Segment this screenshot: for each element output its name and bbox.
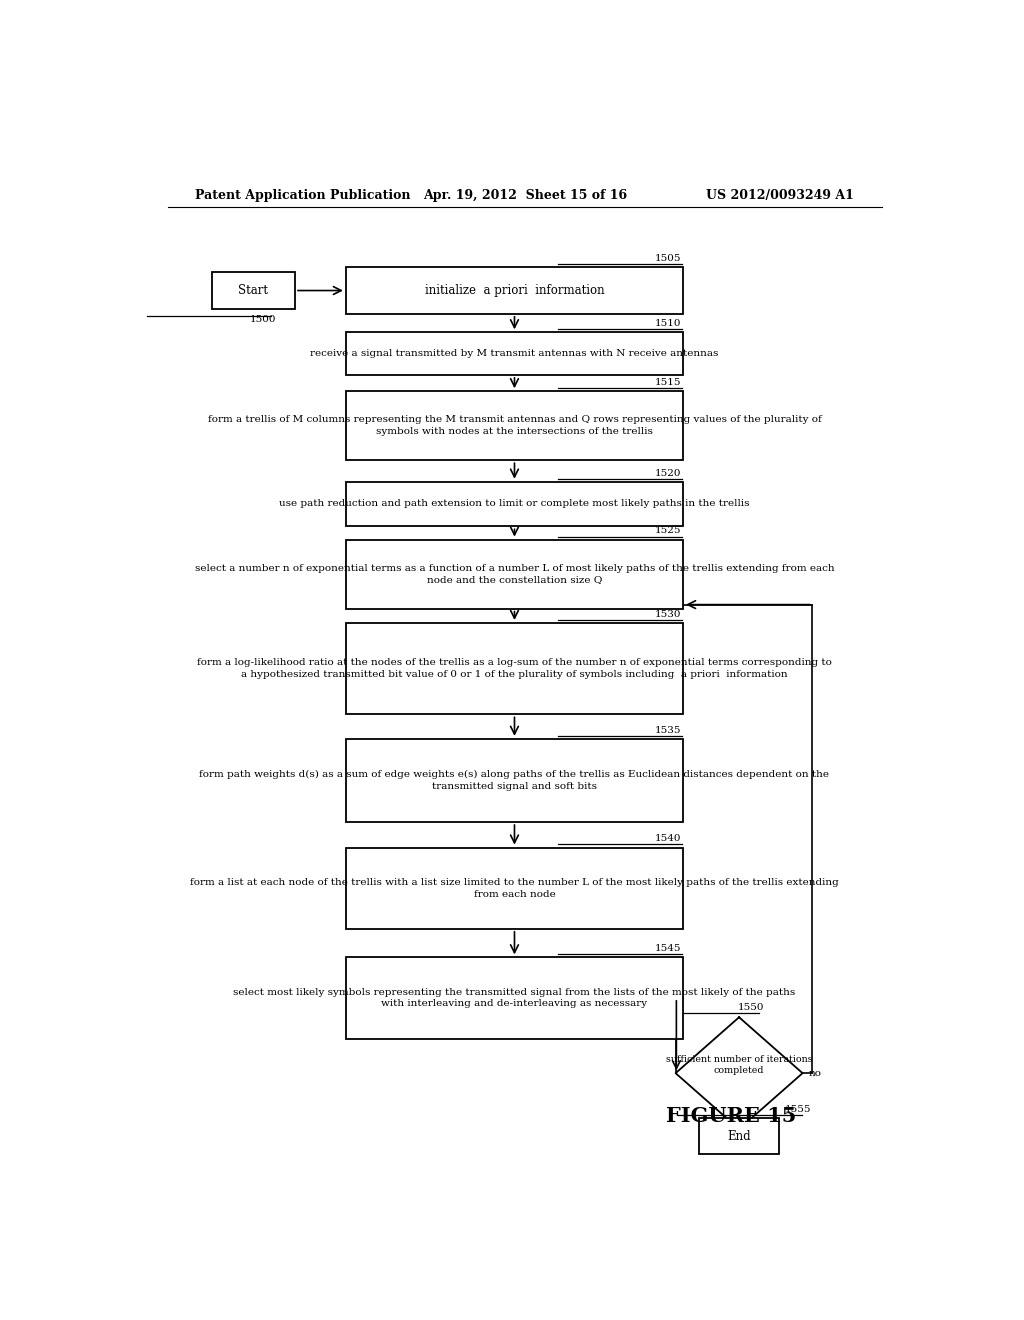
Text: form a log-likelihood ratio at the nodes of the trellis as a log-sum of the numb: form a log-likelihood ratio at the nodes… [197, 659, 831, 678]
FancyBboxPatch shape [346, 267, 683, 314]
Text: Patent Application Publication: Patent Application Publication [196, 189, 411, 202]
Text: Apr. 19, 2012  Sheet 15 of 16: Apr. 19, 2012 Sheet 15 of 16 [423, 189, 627, 202]
Text: 1535: 1535 [655, 726, 682, 735]
Text: 1550: 1550 [737, 1003, 764, 1012]
Text: 1510: 1510 [655, 319, 682, 329]
Text: 1505: 1505 [655, 253, 682, 263]
FancyBboxPatch shape [346, 623, 683, 714]
FancyBboxPatch shape [346, 847, 683, 929]
FancyBboxPatch shape [699, 1118, 778, 1155]
FancyBboxPatch shape [346, 540, 683, 609]
Text: FIGURE 15: FIGURE 15 [666, 1106, 797, 1126]
Text: 1500: 1500 [250, 315, 276, 323]
Text: US 2012/0093249 A1: US 2012/0093249 A1 [707, 189, 854, 202]
Text: receive a signal transmitted by M transmit antennas with N receive antennas: receive a signal transmitted by M transm… [310, 348, 719, 358]
Text: 1530: 1530 [655, 610, 682, 619]
Text: 1540: 1540 [655, 834, 682, 843]
FancyBboxPatch shape [346, 333, 683, 375]
Text: Start: Start [239, 284, 268, 297]
Text: no: no [809, 1069, 822, 1077]
Text: use path reduction and path extension to limit or complete most likely paths in : use path reduction and path extension to… [280, 499, 750, 508]
Text: sufficient number of iterations
completed: sufficient number of iterations complete… [666, 1055, 812, 1076]
FancyBboxPatch shape [346, 957, 683, 1039]
FancyBboxPatch shape [346, 391, 683, 461]
FancyBboxPatch shape [212, 272, 295, 309]
Text: yes: yes [723, 1139, 739, 1148]
Text: select a number n of exponential terms as a function of a number L of most likel: select a number n of exponential terms a… [195, 564, 835, 585]
Polygon shape [676, 1018, 803, 1129]
Text: select most likely symbols representing the transmitted signal from the lists of: select most likely symbols representing … [233, 987, 796, 1008]
Text: 1555: 1555 [785, 1105, 812, 1114]
FancyBboxPatch shape [346, 739, 683, 822]
Text: 1545: 1545 [655, 944, 682, 953]
Text: form a trellis of M columns representing the M transmit antennas and Q rows repr: form a trellis of M columns representing… [208, 416, 821, 436]
Text: 1525: 1525 [655, 527, 682, 536]
Text: 1520: 1520 [655, 469, 682, 478]
Text: 1515: 1515 [655, 378, 682, 387]
Text: End: End [727, 1130, 751, 1143]
Text: form path weights d(s) as a sum of edge weights e(s) along paths of the trellis : form path weights d(s) as a sum of edge … [200, 770, 829, 791]
Text: form a list at each node of the trellis with a list size limited to the number L: form a list at each node of the trellis … [190, 878, 839, 899]
Text: initialize  a priori  information: initialize a priori information [425, 284, 604, 297]
FancyBboxPatch shape [346, 482, 683, 527]
